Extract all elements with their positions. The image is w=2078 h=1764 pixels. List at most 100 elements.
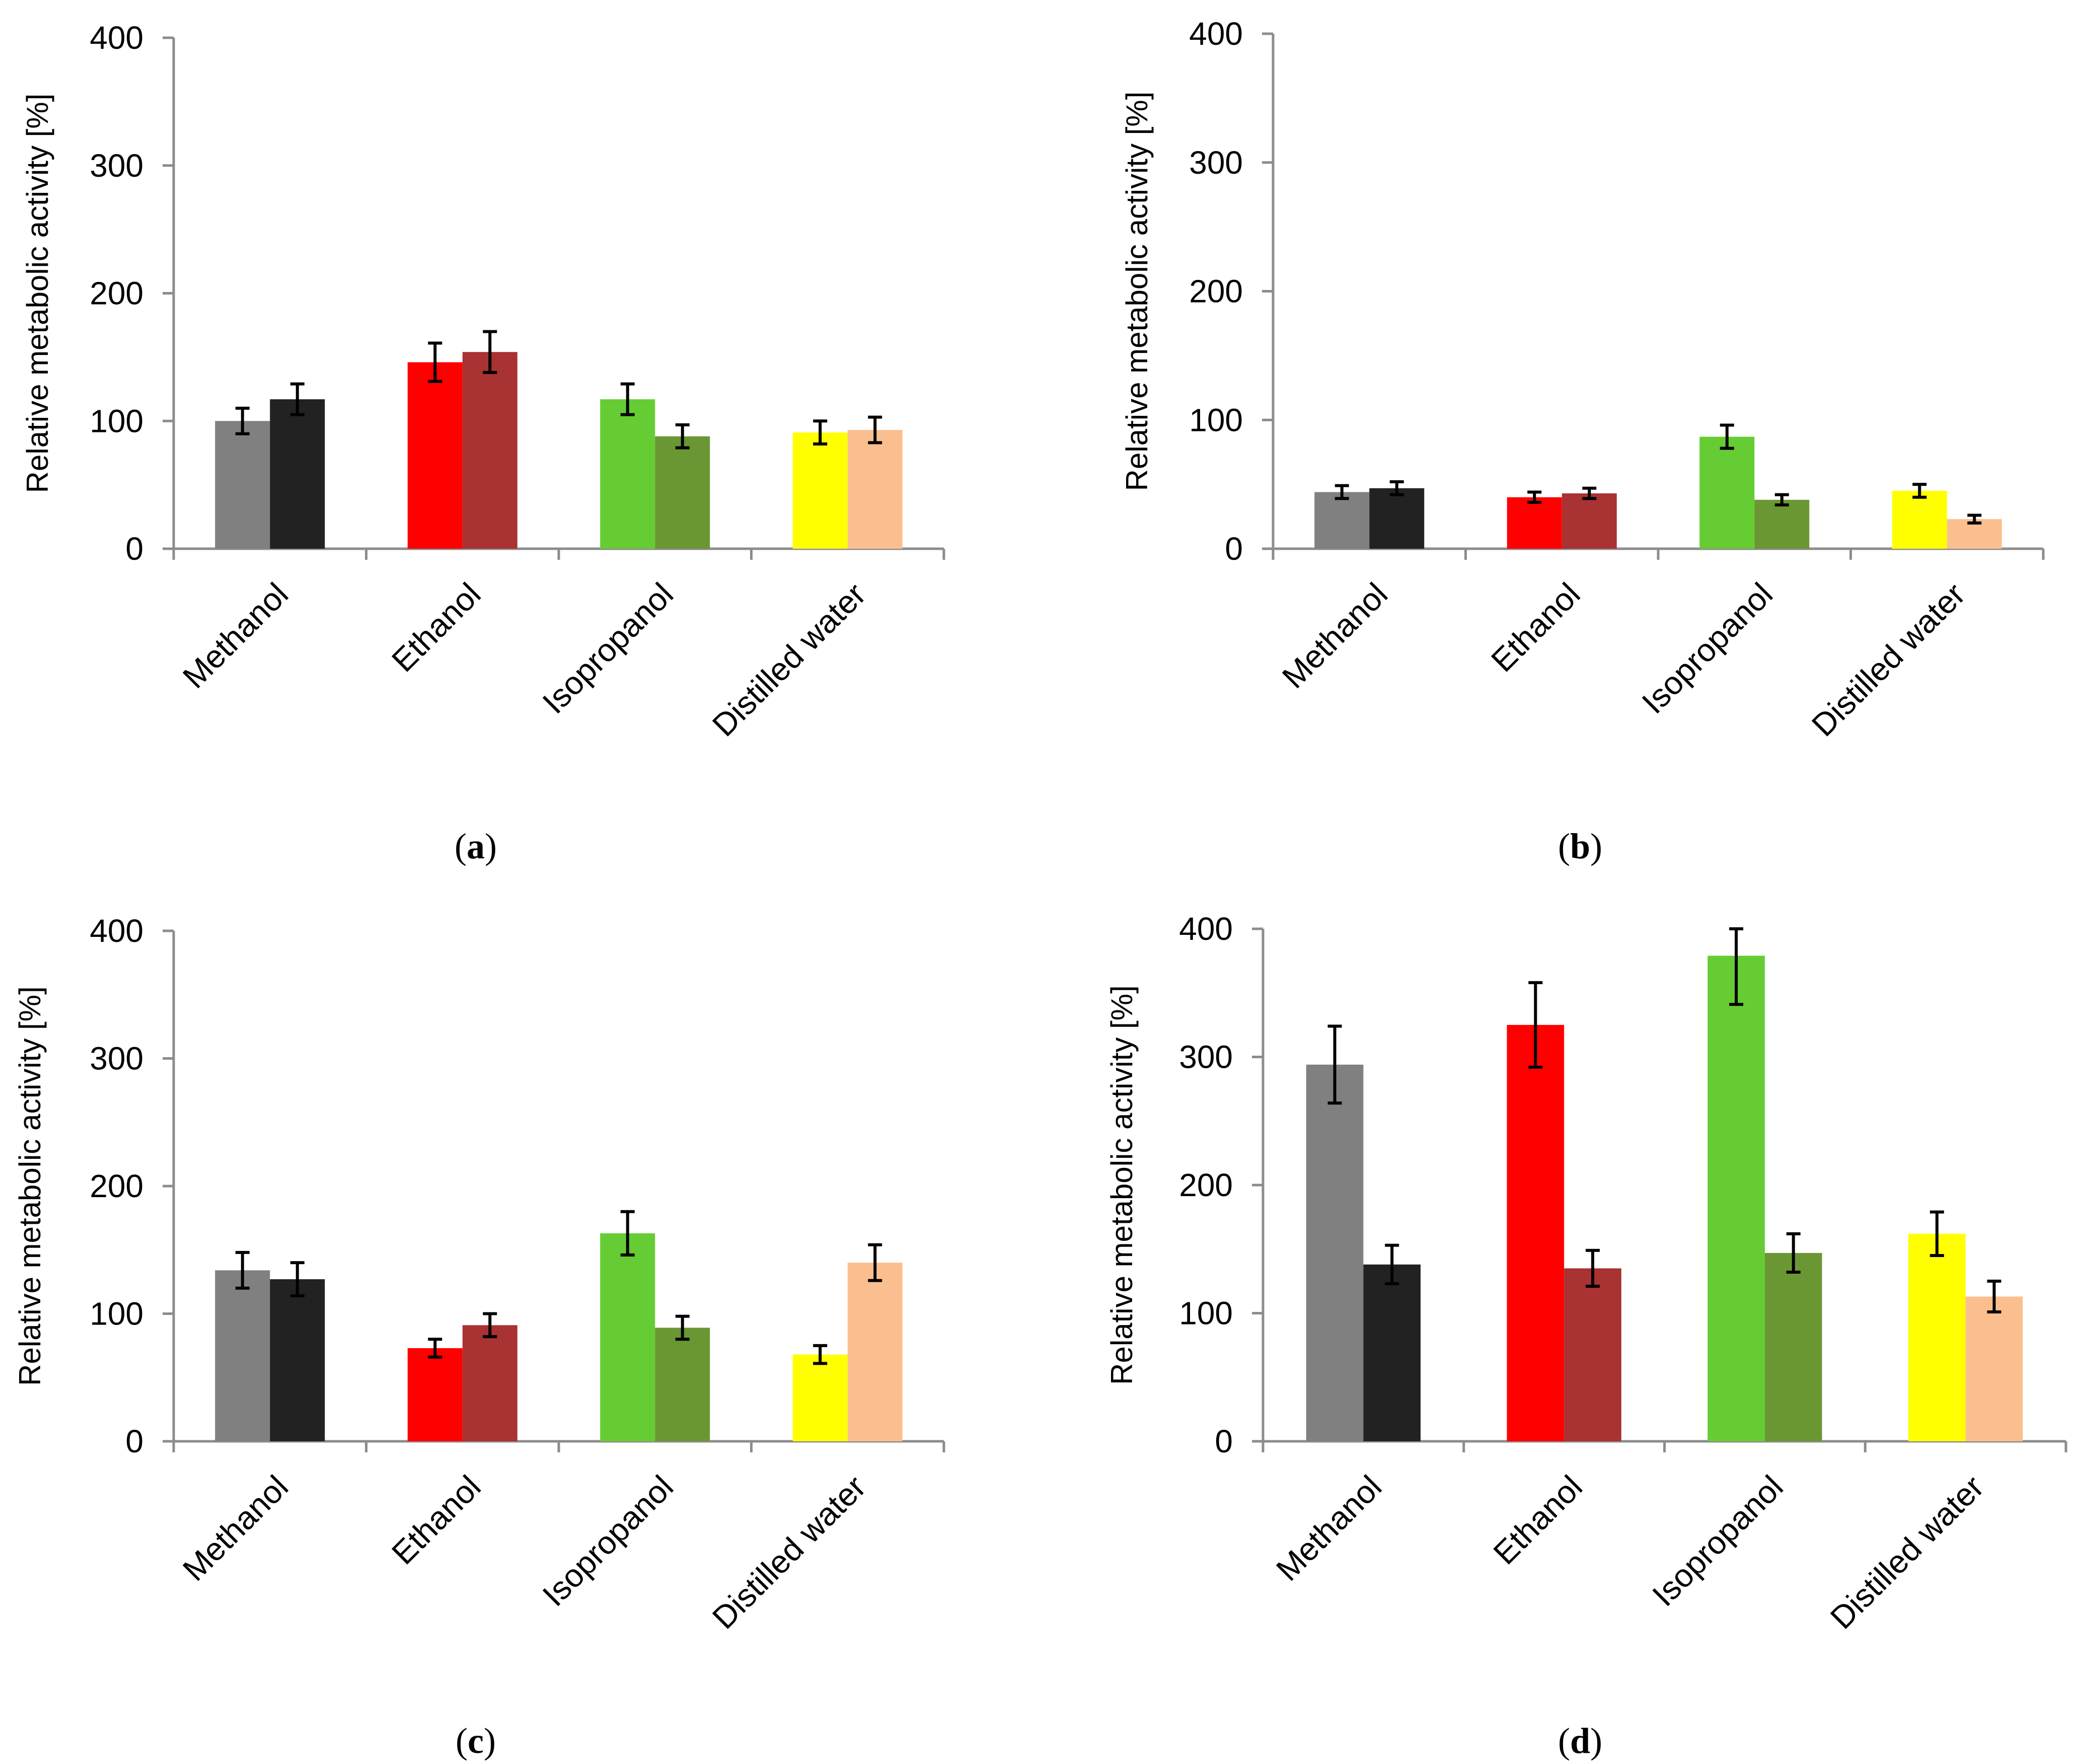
error-bar (620, 382, 635, 416)
chart-a-svg: 0 100 200 300 400 Relative metabolic activity… (21, 20, 945, 866)
panel-label: (a) (455, 826, 497, 866)
bar (1369, 488, 1425, 549)
y-tick-label: 400 (1179, 911, 1233, 947)
x-tick-label: Ethanol (1484, 576, 1587, 679)
error-bar (620, 1210, 635, 1257)
bar (1965, 1296, 2023, 1441)
bar (1314, 492, 1370, 549)
error-bar (1327, 1024, 1342, 1105)
bar (1562, 493, 1617, 549)
y-tick-label: 100 (1179, 1295, 1233, 1332)
y-tick-label: 300 (90, 1041, 143, 1077)
error-bar (1987, 1279, 2001, 1313)
chart-b-svg: 0 100 200 300 400 Relative metabolic activity… (1120, 16, 2045, 866)
bar (847, 430, 903, 549)
error-bar (1389, 480, 1404, 496)
error-bar (428, 1338, 442, 1359)
y-axis-title: Relative metabolic activity [%] (1105, 985, 1139, 1385)
bar (655, 436, 710, 549)
bar (407, 1348, 463, 1441)
x-tick-label: Distilled water (1823, 1468, 1991, 1636)
y-tick-label: 200 (1189, 273, 1243, 310)
error-bar (813, 1344, 828, 1365)
bar (1306, 1064, 1364, 1441)
error-bar (1967, 513, 1982, 525)
error-bar (1334, 484, 1349, 500)
bar (1699, 436, 1755, 549)
x-tick-label: Isopropanol (536, 576, 680, 720)
error-bar (483, 330, 497, 374)
error-bar (1527, 490, 1542, 504)
error-bar (290, 1261, 305, 1298)
bar (1908, 1233, 1966, 1441)
panel-label: (c) (456, 1721, 496, 1761)
y-tick-label: 300 (1179, 1039, 1233, 1075)
error-bar (1912, 483, 1927, 499)
x-tick-label: Ethanol (385, 576, 487, 679)
error-bar (483, 1312, 497, 1339)
x-tick-label: Methanol (176, 1468, 295, 1588)
bar (600, 1233, 655, 1441)
y-tick-label: 200 (90, 275, 143, 312)
bar (270, 1279, 325, 1441)
y-tick-label: 100 (90, 403, 143, 439)
bar (655, 1328, 710, 1441)
y-axis-title: Relative metabolic activity [%] (1120, 92, 1154, 491)
y-axis-title: Relative metabolic activity [%] (21, 94, 54, 493)
panel-label: (d) (1558, 1721, 1602, 1761)
bar (847, 1263, 903, 1441)
bar (1764, 1253, 1822, 1441)
y-tick-label: 400 (90, 20, 143, 56)
error-bar (1729, 927, 1744, 1006)
error-bar (813, 419, 828, 446)
y-tick-label: 0 (1225, 531, 1243, 567)
bar (1507, 1024, 1565, 1441)
y-tick-label: 0 (125, 1423, 143, 1459)
bar (270, 399, 325, 549)
bar (1708, 956, 1765, 1441)
bar (1507, 497, 1562, 549)
bar (215, 1270, 270, 1441)
y-axis-title: Relative metabolic activity [%] (13, 986, 47, 1386)
error-bar (1385, 1243, 1399, 1285)
x-tick-label: Distilled water (705, 576, 873, 744)
y-tick-label: 200 (1179, 1167, 1233, 1203)
chart-panel-d: 0 100 200 300 400 Relative metabolic activity… (1039, 882, 2078, 1764)
error-bar (1929, 1210, 1944, 1257)
x-tick-label: Isopropanol (536, 1468, 680, 1613)
chart-d-svg: 0 100 200 300 400 Relative metabolic activity… (1105, 911, 2067, 1761)
y-tick-label: 400 (1189, 16, 1243, 52)
error-bar (1528, 981, 1543, 1069)
bar (1892, 490, 1947, 549)
y-tick-label: 200 (90, 1168, 143, 1204)
y-tick-label: 300 (1189, 144, 1243, 181)
x-tick-label: Isopropanol (1645, 1468, 1790, 1613)
bar (1564, 1268, 1621, 1441)
x-tick-label: Distilled water (1805, 576, 1972, 744)
error-bar (1786, 1232, 1801, 1274)
bar (792, 432, 848, 549)
error-bar (235, 406, 250, 435)
bar (215, 421, 270, 549)
y-tick-label: 0 (1215, 1423, 1233, 1459)
y-tick-label: 100 (90, 1296, 143, 1332)
error-bar (428, 341, 442, 383)
chart-panel-c: 0 100 200 300 400 Relative metabolic activity… (0, 882, 1039, 1764)
error-bar (1774, 493, 1789, 507)
bar (462, 1325, 517, 1441)
chart-c-svg: 0 100 200 300 400 Relative metabolic activity… (13, 913, 945, 1761)
chart-panel-b: 0 100 200 300 400 Relative metabolic activity… (1039, 0, 2078, 882)
error-bar (868, 1243, 882, 1282)
x-tick-label: Methanol (1269, 1468, 1388, 1588)
error-bar (1720, 423, 1734, 450)
y-tick-label: 400 (90, 913, 143, 949)
error-bar (1582, 486, 1597, 500)
bar (407, 362, 463, 549)
x-tick-label: Ethanol (385, 1468, 487, 1571)
bar (462, 352, 517, 549)
x-tick-label: Isopropanol (1635, 576, 1779, 720)
error-bar (1585, 1248, 1600, 1288)
x-tick-label: Methanol (1275, 576, 1394, 695)
y-tick-label: 100 (1189, 402, 1243, 438)
